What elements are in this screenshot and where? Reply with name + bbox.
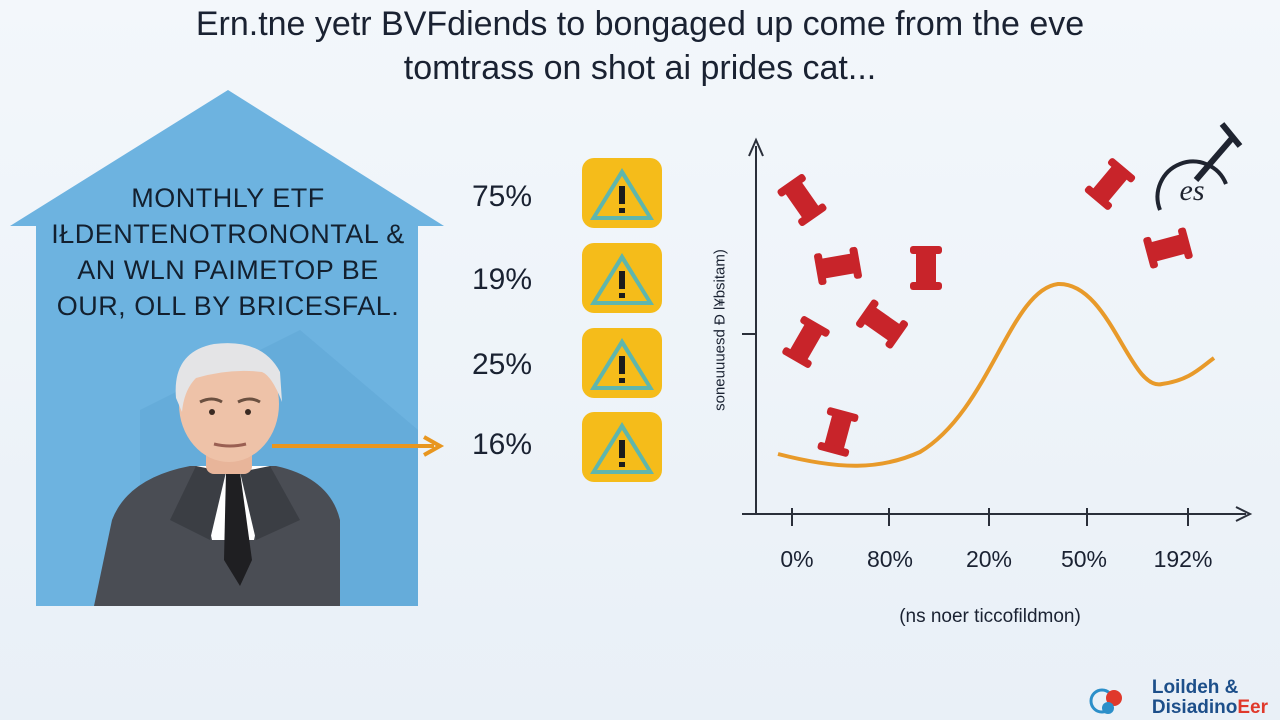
spool-icon	[777, 173, 827, 227]
house-caption-line-4: OUR, OLL BY BRICESFAL.	[56, 291, 400, 321]
brand-line-1: Loildeh &	[1151, 677, 1239, 698]
gauge-icon: es	[1155, 122, 1243, 211]
warning-card-3	[582, 328, 662, 398]
warning-card-2	[582, 243, 662, 313]
x-tick-label-4: 50%	[1060, 546, 1108, 572]
alert-percent-3: 25%	[471, 348, 533, 381]
x-axis-arrow-icon	[1235, 506, 1253, 522]
house-caption-line-3: AN WLN PAIMETOP BE	[77, 255, 379, 285]
x-tick-label-3: 20%	[965, 546, 1013, 572]
brand-logo-icon	[1089, 688, 1122, 714]
alert-percent-2: 19%	[471, 263, 533, 296]
trend-curve	[777, 281, 1216, 468]
warning-triangle-icon	[590, 338, 654, 390]
warning-triangle-icon	[590, 422, 654, 474]
pointer-arrow-icon	[272, 435, 445, 457]
brand-badge: Loildeh & DisiadinoEer	[1152, 678, 1268, 718]
title-line-2: tomtrass on shot ai prides cat...	[403, 49, 877, 87]
warning-triangle-icon	[590, 253, 654, 305]
spool-icon	[855, 299, 909, 349]
spool-icon	[817, 407, 859, 457]
house-caption-line-1: MONTHLY ETF	[131, 183, 325, 213]
warning-triangle-icon	[590, 168, 654, 220]
warning-card-4	[582, 412, 662, 482]
spool-icon	[910, 246, 942, 290]
house-caption: MONTHLY ETF IŁDENTENOTRONONTAL & AN WLN …	[36, 180, 420, 324]
spool-icon	[1143, 227, 1193, 269]
page-title: Ern.tne yetr BVFdiends to bongaged up co…	[0, 2, 1280, 90]
spool-icon	[1084, 158, 1136, 210]
spool-icon	[782, 316, 830, 368]
person-illustration	[94, 343, 340, 606]
x-tick-label-2: 80%	[866, 546, 914, 572]
gauge-icon-text: es	[1180, 174, 1205, 207]
alert-percent-4: 16%	[471, 428, 533, 461]
x-tick-label-1: 0%	[780, 546, 814, 572]
alert-percent-1: 75%	[471, 180, 533, 213]
x-tick-label-5: 192%	[1153, 546, 1213, 572]
x-axis-label: (ns noer ticcofildmon)	[899, 606, 1081, 627]
spool-icon	[814, 246, 862, 286]
y-axis-arrow-icon	[748, 137, 764, 157]
house-caption-line-2: IŁDENTENOTRONONTAL &	[51, 219, 405, 249]
title-line-1: Ern.tne yetr BVFdiends to bongaged up co…	[195, 5, 1085, 43]
brand-line-2: DisiadinoEer	[1151, 697, 1268, 718]
warning-card-1	[582, 158, 662, 228]
